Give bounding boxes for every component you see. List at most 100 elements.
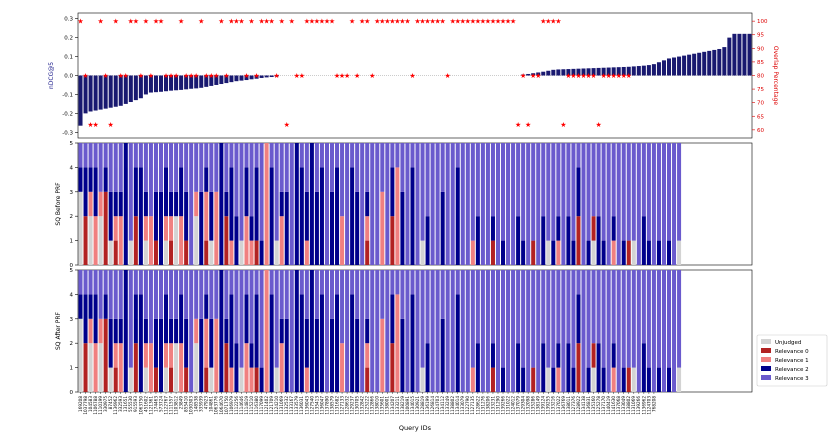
overlap-marker: ★ (606, 72, 612, 80)
ndcg-bar (153, 75, 158, 93)
overlap-marker: ★ (193, 72, 199, 80)
y2-tick-label: 60 (757, 128, 764, 134)
overlap-marker: ★ (354, 72, 360, 80)
ndcg-bar (194, 75, 199, 89)
sq-before-segment (576, 167, 581, 217)
sq-before-segment (566, 216, 571, 265)
sq-after-segment (113, 343, 118, 368)
sq-after-segment (214, 318, 219, 392)
y2-tick-label: 85 (757, 60, 764, 66)
ndcg-bar (651, 64, 656, 76)
sq-before-segment (269, 167, 274, 265)
x-tick-label: 855410 (184, 396, 189, 412)
ndcg-bar (229, 75, 234, 83)
sq-before-segment (601, 240, 606, 265)
overlap-marker: ★ (314, 18, 320, 26)
sq-after-segment (148, 270, 153, 344)
sq-before-segment (501, 143, 506, 241)
sq-before-segment (224, 191, 229, 217)
x-tick-label: 1131022 (505, 396, 510, 415)
overlap-marker: ★ (520, 72, 526, 80)
ndcg-panel: -0.3 -0.2 -0.1 0.0 0.1 0.2 0.3 60 65 70 75 80 85 90 95… (48, 12, 779, 139)
sq-after-segment (224, 270, 229, 319)
ndcg-bar (672, 57, 677, 76)
sq-after-segment (294, 270, 299, 392)
sq-before-segment (153, 143, 158, 192)
sq-after-segment (541, 343, 546, 392)
sq-after-segment (641, 270, 646, 344)
ndcg-bar (244, 75, 249, 81)
sq-after-segment (626, 270, 631, 368)
sq-after-segment (571, 367, 576, 392)
overlap-marker: ★ (621, 72, 627, 80)
sq-before-segment (475, 216, 480, 265)
sq-after-segment (279, 318, 284, 344)
sq-before-segment (314, 143, 319, 192)
sq-before-segment (98, 216, 103, 265)
sq-after-segment (78, 294, 83, 319)
sq-before-segment (596, 216, 601, 265)
sq-before-segment (133, 143, 138, 168)
overlap-marker: ★ (399, 18, 405, 26)
overlap-marker: ★ (253, 72, 259, 80)
sq-after-segment (430, 270, 435, 392)
x-tick-label: 1134015 (410, 396, 415, 415)
sq-after-segment (480, 270, 485, 392)
sq-after-segment (656, 270, 661, 368)
ndcg-bar (636, 66, 641, 76)
sq-after-segment (606, 270, 611, 392)
sq-after-segment (289, 270, 294, 392)
overlap-marker: ★ (118, 72, 124, 80)
sq-after-segment (345, 270, 350, 392)
sq-before-segment (118, 143, 123, 192)
sq-before-segment (541, 143, 546, 217)
sq-before-segment (531, 240, 536, 265)
sq-before-segment (360, 143, 365, 265)
sq-before-segment (169, 191, 174, 217)
sq-before-segment (485, 143, 490, 265)
sq-before-segment (506, 143, 511, 265)
sq-before-segment (158, 143, 164, 192)
sq-after-segment (390, 270, 395, 295)
x-tick-label: 1128922 (576, 396, 581, 415)
overlap-marker: ★ (394, 18, 400, 26)
sq-before-segment (179, 143, 184, 168)
y-tick-label: 1 (70, 366, 74, 372)
sq-after-segment (194, 343, 199, 392)
sq-after-segment (113, 367, 118, 392)
overlap-marker: ★ (424, 18, 430, 26)
sq-before-segment (264, 143, 269, 265)
sq-after-segment (83, 343, 88, 392)
ndcg-bar (747, 33, 752, 76)
sq-before-segment (123, 143, 128, 265)
sq-after-segment (118, 318, 123, 344)
sq-before-segment (319, 143, 324, 168)
sq-before-segment (385, 143, 390, 265)
sq-before-segment (244, 167, 249, 217)
sq-after-segment (601, 270, 606, 368)
sq-after-segment (355, 318, 360, 392)
sq-after-segment (88, 270, 93, 295)
x-tick-label: 1132532 (284, 396, 289, 415)
sq-before-segment (636, 143, 641, 265)
sq-before-segment (631, 143, 636, 241)
sq-before-segment (194, 191, 199, 217)
sq-after-segment (576, 270, 581, 295)
x-tick-label: 1116380 (254, 396, 259, 415)
ndcg-bar (209, 75, 214, 86)
overlap-marker: ★ (344, 72, 350, 80)
sq-before-segment (153, 191, 158, 241)
y2-tick-label: 90 (757, 46, 764, 52)
sq-after-segment (611, 343, 616, 368)
ndcg-bar (606, 67, 611, 76)
overlap-marker: ★ (183, 72, 189, 80)
overlap-marker: ★ (228, 18, 234, 26)
overlap-marker: ★ (465, 18, 471, 26)
x-tick-label: 1130705 (355, 396, 360, 415)
x-tick-label: 104861 (209, 396, 214, 412)
sq-before-segment (350, 167, 355, 265)
overlap-marker: ★ (243, 72, 249, 80)
sq-before-segment (103, 167, 108, 192)
ndcg-bar (174, 75, 179, 91)
sq-after-segment (113, 318, 118, 344)
